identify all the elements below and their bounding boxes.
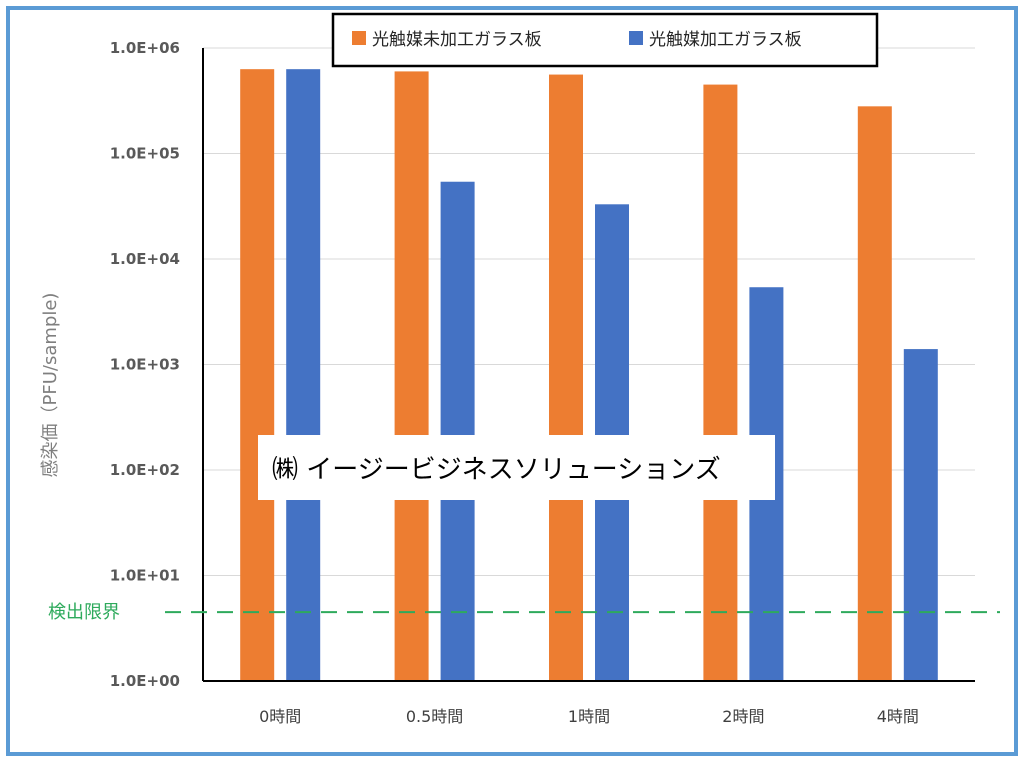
x-tick-labels: 0時間 0.5時間 1時間 2時間 4時間 [259,707,919,726]
y-tick-label: 1.0E+01 [110,567,180,585]
x-tick-label: 1時間 [568,707,610,726]
y-tick-label: 1.0E+00 [110,672,180,690]
bar-treated [286,69,321,682]
bar-untreated [394,71,429,682]
bar-treated [903,349,938,681]
x-tick-label: 0時間 [259,707,301,726]
bar-untreated [857,106,892,681]
detection-limit: 検出限界 [48,602,1000,623]
chart-frame [6,6,1018,756]
bar-treated [440,181,475,681]
bar-untreated [240,69,275,682]
y-axis-title: 感染価（PFU/sample) [40,293,61,478]
y-tick-label: 1.0E+06 [110,39,180,57]
legend: 光触媒未加工ガラス板 光触媒加工ガラス板 [331,12,879,68]
y-tick-labels: 1.0E+00 1.0E+01 1.0E+02 1.0E+03 1.0E+04 1.0E+… [110,39,180,690]
detection-limit-label: 検出限界 [48,602,120,623]
x-tick-label: 2時間 [722,707,764,726]
watermark-text: ㈱ イージービジネスソリューションズ [272,455,721,485]
y-tick-label: 1.0E+02 [110,461,180,479]
x-tick-label: 0.5時間 [406,707,463,726]
legend-box [331,12,879,68]
watermark-box [258,435,775,500]
legend-label-untreated: 光触媒未加工ガラス板 [372,30,542,50]
bars [240,69,938,682]
y-tick-label: 1.0E+04 [110,250,180,268]
watermark: ㈱ イージービジネスソリューションズ [258,435,775,500]
x-tick-label: 4時間 [877,707,919,726]
bar-untreated [703,84,738,682]
y-tick-label: 1.0E+05 [110,145,180,163]
legend-swatch-treated [629,31,643,45]
legend-label-treated: 光触媒加工ガラス板 [649,30,802,50]
legend-swatch-untreated [352,31,366,45]
y-tick-label: 1.0E+03 [110,356,180,374]
bar-untreated [549,74,583,681]
